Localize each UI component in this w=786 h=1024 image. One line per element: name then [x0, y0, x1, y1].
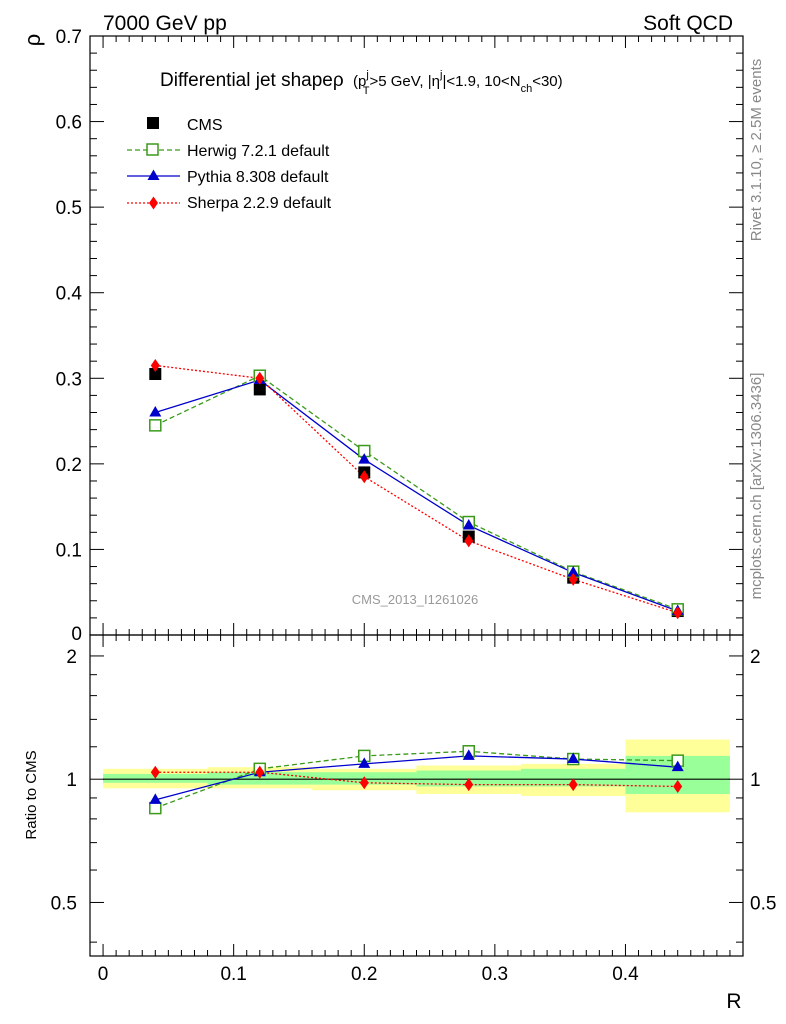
- data-point-pythia: [567, 566, 580, 577]
- y-tick-label: 0.4: [56, 284, 83, 305]
- data-point-pythia: [358, 453, 371, 464]
- y-tick-label: 0.5: [56, 198, 82, 219]
- y-tick-label: 0.2: [56, 455, 82, 476]
- x-tick-label: 0.3: [482, 964, 508, 985]
- category-label: Soft QCD: [643, 12, 733, 35]
- rivet-label: Rivet 3.1.10, ≥ 2.5M events: [748, 59, 765, 242]
- series-line-herwig: [155, 374, 678, 610]
- ratio-line-herwig: [155, 750, 678, 809]
- legend-label-cms: CMS: [187, 117, 223, 134]
- legend-marker-sherpa: [149, 196, 158, 210]
- ratio-tick-label: 1: [66, 770, 77, 791]
- data-point-herwig: [149, 419, 162, 432]
- data-point-pythia: [462, 518, 475, 530]
- chart-title: Differential jet shapeρ (pj T>5 GeV, |ηj|…: [160, 69, 563, 97]
- ratio-point-herwig: [149, 801, 162, 815]
- legend-label-sherpa: Sherpa 2.2.9 default: [187, 195, 332, 212]
- series-line-sherpa: [155, 364, 678, 614]
- ratio-line-pythia: [155, 755, 678, 801]
- x-tick-label: 0.2: [351, 964, 377, 985]
- legend-marker-cms: [147, 117, 159, 129]
- ratio-point-pythia: [358, 757, 371, 768]
- ratio-point-pythia: [567, 752, 580, 764]
- data-point-cms: [149, 368, 162, 381]
- ratio-plot-frame: [89, 634, 744, 957]
- legend-label-herwig: Herwig 7.2.1 default: [187, 143, 330, 160]
- ratio-tick-label-right: 2: [750, 647, 761, 668]
- energy-label: 7000 GeV pp: [103, 12, 227, 35]
- y-tick-label: 0.6: [56, 113, 82, 134]
- ratio-point-pythia: [462, 749, 475, 760]
- x-axis-label: R: [726, 990, 741, 1013]
- data-point-sherpa: [464, 534, 474, 548]
- mcplots-label: mcplots.cern.ch [arXiv:1306.3436]: [748, 373, 765, 600]
- ratio-point-sherpa: [255, 765, 265, 779]
- x-tick-label: 0.1: [220, 964, 246, 985]
- analysis-tag: CMS_2013_I1261026: [352, 592, 479, 607]
- ratio-point-sherpa: [359, 776, 369, 790]
- ratio-point-pythia: [671, 760, 684, 772]
- ratio-point-sherpa: [150, 765, 160, 779]
- ratio-point-pythia: [149, 793, 162, 804]
- ratio-point-sherpa: [568, 778, 578, 792]
- data-point-sherpa: [255, 371, 265, 385]
- ratio-band-stat: [520, 768, 626, 787]
- legend-marker-pythia: [147, 169, 160, 180]
- data-point-sherpa: [150, 358, 160, 372]
- x-tick-label: 0.4: [612, 964, 639, 985]
- ratio-point-sherpa: [464, 778, 474, 792]
- ratio-point-sherpa: [673, 779, 683, 793]
- data-point-cms: [253, 383, 266, 396]
- data-point-sherpa: [568, 572, 578, 586]
- data-point-sherpa: [673, 606, 683, 620]
- y-tick-label: 0.7: [56, 27, 82, 48]
- ratio-line-sherpa: [155, 771, 678, 788]
- legend-label-pythia: Pythia 8.308 default: [187, 169, 329, 186]
- ratio-tick-label: 0.5: [51, 893, 77, 914]
- series-line-pythia: [155, 379, 678, 612]
- x-tick-label: 0: [98, 964, 109, 985]
- y-tick-label: 0.1: [56, 540, 82, 561]
- ratio-tick-label-right: 1: [750, 770, 761, 791]
- y-axis-label: ρ: [20, 34, 45, 47]
- legend-marker-herwig: [146, 143, 159, 156]
- y-tick-label-zero: 0: [71, 624, 82, 645]
- legend: CMS Herwig 7.2.1 default Pythia 8.308 de…: [127, 117, 332, 212]
- data-point-pythia: [149, 406, 162, 417]
- ratio-tick-label-right: 0.5: [750, 893, 776, 914]
- y-tick-label: 0.3: [56, 369, 82, 390]
- ratio-tick-label: 2: [66, 647, 77, 668]
- data-point-sherpa: [359, 470, 369, 484]
- ratio-axis-label: Ratio to CMS: [23, 750, 40, 839]
